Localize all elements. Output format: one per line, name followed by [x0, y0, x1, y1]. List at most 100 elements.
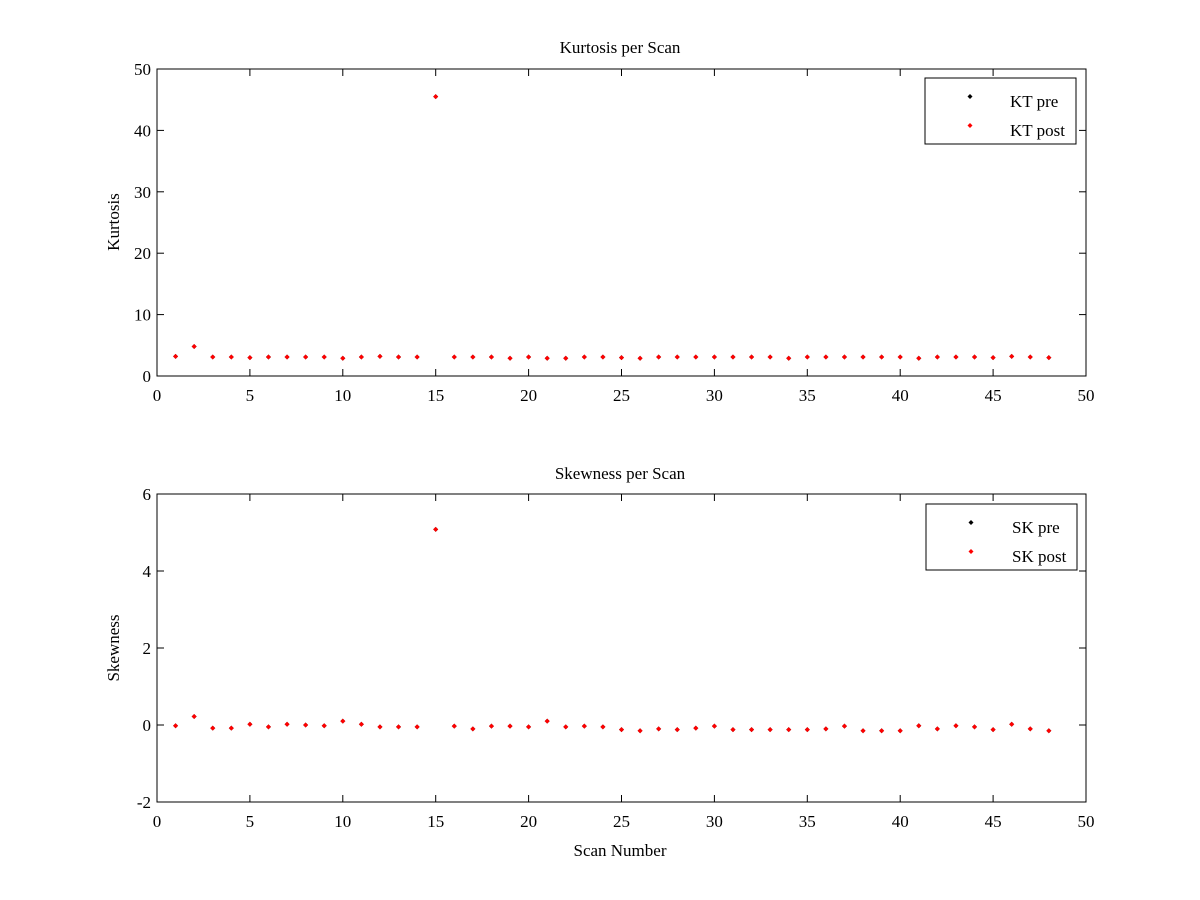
skewness-xtick-label: 15: [427, 812, 444, 831]
skewness-legend-box: [925, 503, 1078, 571]
skewness-xtick-label: 5: [246, 812, 255, 831]
kurtosis-xtick-label: 10: [334, 386, 351, 405]
point-sk-post: [767, 727, 773, 733]
point-sk-post: [210, 725, 216, 731]
kurtosis-ytick-label: 50: [134, 60, 151, 79]
kurtosis-xtick-label: 40: [892, 386, 909, 405]
point-kt-post: [674, 354, 680, 360]
point-kt-post: [1046, 355, 1052, 361]
point-sk-post: [507, 723, 513, 729]
point-kt-post: [953, 354, 959, 360]
point-sk-post: [433, 526, 439, 532]
skewness-points: [173, 526, 1052, 734]
point-kt-post: [916, 355, 922, 361]
point-kt-post: [656, 354, 662, 360]
skewness-xtick-label: 50: [1078, 812, 1095, 831]
point-kt-post: [990, 355, 996, 361]
point-kt-post: [303, 354, 309, 360]
skewness-xtick-label: 30: [706, 812, 723, 831]
skewness-xtick-label: 35: [799, 812, 816, 831]
point-kt-post: [581, 354, 587, 360]
point-kt-post: [433, 94, 439, 100]
skewness-ytick-label: 2: [143, 639, 152, 658]
point-kt-post: [786, 355, 792, 361]
kurtosis-xtick-label: 50: [1078, 386, 1095, 405]
point-sk-post: [990, 727, 996, 733]
point-sk-post: [619, 727, 624, 733]
point-sk-post: [897, 728, 903, 734]
point-kt-post: [711, 354, 717, 360]
kurtosis-ytick-label: 40: [134, 121, 151, 140]
point-kt-post: [841, 354, 847, 360]
point-kt-post: [544, 355, 550, 361]
point-kt-post: [340, 355, 346, 361]
kurtosis-plot: Kurtosis per Scan 0 5 10 15 20 25 30 35 40 45 50 0 1…: [104, 38, 1095, 405]
point-sk-post: [711, 723, 717, 729]
kurtosis-title: Kurtosis per Scan: [560, 38, 681, 57]
point-sk-post: [247, 721, 253, 727]
kurtosis-ytick-label: 20: [134, 244, 151, 263]
point-kt-post: [934, 354, 940, 360]
kurtosis-xtick-label: 45: [985, 386, 1002, 405]
legend-label-sk-post: SK post: [1012, 547, 1067, 566]
kurtosis-legend: KT pre KT post: [924, 77, 1077, 145]
point-sk-post: [470, 726, 476, 732]
point-sk-post: [488, 723, 494, 729]
point-kt-post: [210, 354, 216, 360]
point-sk-post: [656, 726, 662, 732]
point-sk-post: [674, 727, 680, 733]
skewness-xlabel: Scan Number: [573, 841, 666, 860]
skewness-ytick-label: 6: [143, 485, 152, 504]
kurtosis-ytick-label: 10: [134, 306, 151, 325]
point-kt-post: [823, 354, 829, 360]
point-kt-post: [507, 355, 513, 361]
point-sk-post: [600, 724, 606, 730]
skewness-plot: Skewness per Scan 0 5 10 15 20 25 30 35 40 45 50-2…: [104, 464, 1095, 860]
skewness-ytick-label: 4: [143, 562, 152, 581]
point-kt-post: [191, 344, 197, 350]
point-sk-post: [321, 723, 327, 729]
point-kt-post: [693, 354, 699, 360]
point-kt-post: [1009, 353, 1015, 359]
skewness-xtick-label: 40: [892, 812, 909, 831]
skewness-xtick-label: 10: [334, 812, 351, 831]
point-kt-post: [637, 355, 643, 361]
point-kt-post: [600, 354, 606, 360]
point-sk-post: [841, 723, 847, 729]
point-sk-post: [173, 723, 179, 729]
point-kt-post: [358, 354, 364, 360]
point-sk-post: [972, 724, 978, 730]
point-kt-post: [173, 353, 179, 359]
point-sk-post: [860, 728, 866, 734]
point-sk-post: [637, 728, 643, 734]
skewness-ytick-label: 0: [143, 716, 152, 735]
point-kt-post: [972, 354, 978, 360]
point-kt-post: [377, 353, 383, 359]
legend-marker-kt-pre: [967, 94, 973, 99]
skewness-xtick-label: 0: [153, 812, 162, 831]
point-sk-post: [1046, 728, 1052, 734]
point-kt-post: [563, 355, 569, 361]
point-sk-post: [934, 726, 940, 732]
legend-marker-sk-post: [968, 549, 974, 554]
point-kt-post: [488, 354, 494, 360]
point-kt-post: [860, 354, 866, 360]
kurtosis-xtick-label: 0: [153, 386, 162, 405]
point-sk-post: [544, 718, 550, 724]
point-kt-post: [414, 354, 420, 360]
point-kt-post: [396, 354, 402, 360]
skewness-legend: SK pre SK post: [925, 503, 1078, 571]
point-sk-post: [804, 727, 810, 733]
kurtosis-ytick-label: 0: [143, 367, 152, 386]
point-sk-post: [1027, 726, 1033, 732]
point-sk-post: [340, 718, 346, 724]
point-sk-post: [786, 727, 792, 733]
skewness-title: Skewness per Scan: [555, 464, 686, 483]
legend-label-kt-post: KT post: [1010, 121, 1065, 140]
point-kt-post: [749, 354, 755, 360]
kurtosis-xtick-label: 35: [799, 386, 816, 405]
point-sk-post: [823, 726, 829, 732]
point-sk-post: [228, 725, 234, 731]
